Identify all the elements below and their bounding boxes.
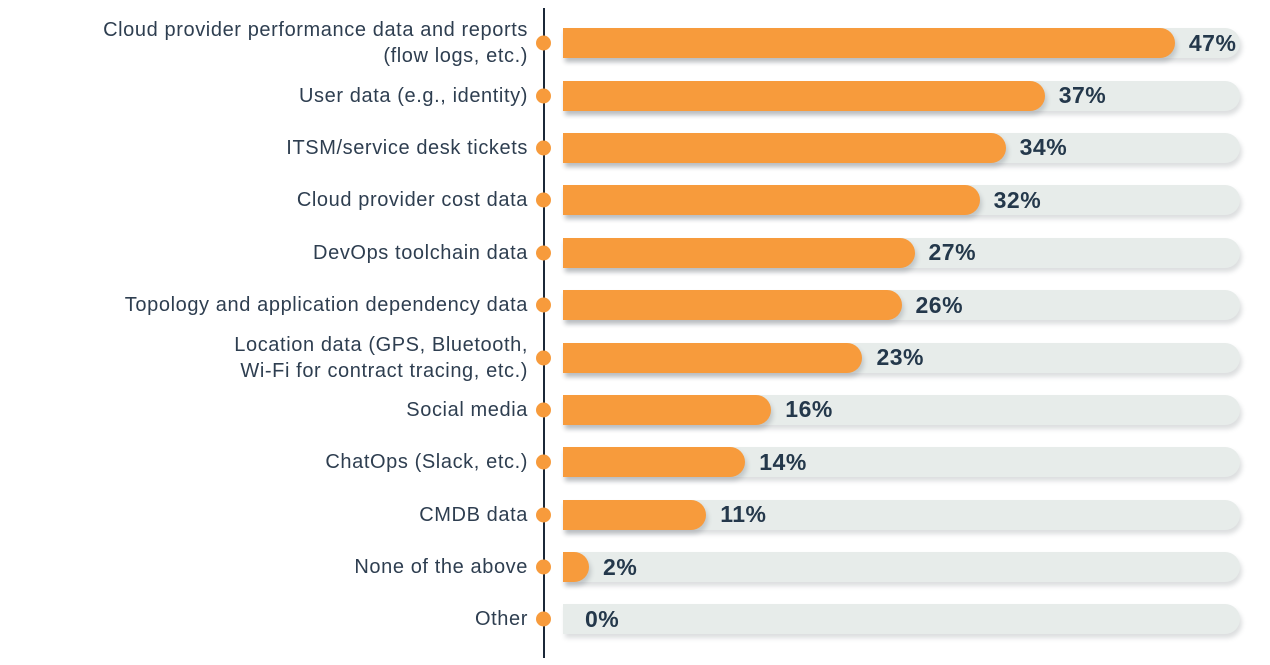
bar-track: [563, 552, 1240, 583]
bar-fill: [563, 28, 1175, 59]
axis-dot-icon: [536, 245, 551, 261]
chart-row: Topology and application dependency data…: [0, 279, 1270, 331]
value-label: 23%: [876, 344, 924, 371]
chart-row: CMDB data 11%: [0, 489, 1270, 541]
bar-area: 37%: [563, 80, 1240, 111]
bar-fill: [563, 499, 707, 530]
category-label: Location data (GPS, Bluetooth, Wi-Fi for…: [234, 333, 528, 382]
chart-row: Social media 16%: [0, 384, 1270, 436]
bar-flex: 14%: [563, 447, 1240, 478]
bar-fill: [563, 237, 915, 268]
bar-fill: [563, 290, 902, 321]
axis-dot-icon: [536, 35, 551, 51]
axis-dot-icon: [536, 402, 551, 418]
category-label: DevOps toolchain data: [313, 241, 528, 264]
bar-area: 14%: [563, 447, 1240, 478]
bar-flex: 11%: [563, 499, 1240, 530]
bar-fill: [563, 447, 746, 478]
chart-rows: Cloud provider performance data and repo…: [0, 17, 1270, 646]
category-label: ITSM/service desk tickets: [286, 136, 528, 159]
axis-dot-icon: [536, 297, 551, 313]
bar-fill: [563, 342, 863, 373]
value-label: 47%: [1188, 29, 1237, 56]
bar-flex: 34%: [563, 132, 1240, 163]
chart-row: Cloud provider cost data 32%: [0, 174, 1270, 226]
category-label: Cloud provider cost data: [296, 189, 528, 212]
axis-dot-icon: [536, 611, 551, 627]
bar-flex: 0%: [563, 604, 1240, 634]
bar-fill: [563, 394, 772, 425]
axis-dot-icon: [536, 88, 551, 104]
value-label: 26%: [915, 291, 964, 318]
bar-area: 11%: [563, 499, 1240, 530]
bar-area: 32%: [563, 185, 1240, 216]
bar-track: [563, 604, 1240, 635]
chart-row: Cloud provider performance data and repo…: [0, 17, 1270, 69]
category-label: ChatOps (Slack, etc.): [325, 451, 528, 474]
chart-row: Other 0%: [0, 593, 1270, 645]
chart-row: DevOps toolchain data 27%: [0, 227, 1270, 279]
bar-flex: 16%: [563, 394, 1240, 425]
value-label: 37%: [1058, 82, 1107, 109]
category-label: User data (e.g., identity): [298, 84, 528, 107]
value-label: 0%: [585, 605, 620, 632]
bar-flex: 26%: [563, 290, 1240, 321]
bar-fill: [563, 185, 980, 216]
bar-area: 34%: [563, 132, 1240, 163]
chart-row: ITSM/service desk tickets 34%: [0, 122, 1270, 174]
category-label: CMDB data: [419, 503, 528, 526]
bar-fill: [563, 552, 590, 583]
chart-row: User data (e.g., identity) 37%: [0, 69, 1270, 121]
chart-row: Location data (GPS, Bluetooth, Wi-Fi for…: [0, 331, 1270, 383]
axis-dot-icon: [536, 559, 551, 575]
bar-area: 47%: [563, 28, 1240, 59]
category-label: Topology and application dependency data: [124, 294, 528, 317]
bar-fill: [563, 80, 1045, 111]
bar-area: 27%: [563, 237, 1240, 268]
value-label: 2%: [603, 553, 638, 580]
bar-area: 0%: [563, 604, 1240, 635]
bar-area: 16%: [563, 394, 1240, 425]
bar-flex: 2%: [563, 552, 1240, 583]
axis-dot-icon: [536, 192, 551, 208]
axis-dot-icon: [536, 350, 551, 366]
bar-flex: 27%: [563, 237, 1240, 268]
chart-row: None of the above 2%: [0, 541, 1270, 593]
value-label: 11%: [720, 501, 767, 528]
bar-flex: 23%: [563, 342, 1240, 373]
category-label: Social media: [406, 398, 528, 421]
value-label: 34%: [1019, 134, 1068, 161]
bar-area: 2%: [563, 552, 1240, 583]
axis-dot-icon: [536, 140, 551, 156]
axis-dot-icon: [536, 507, 551, 523]
value-label: 14%: [759, 448, 807, 475]
bar-area: 26%: [563, 290, 1240, 321]
bar-area: 23%: [563, 342, 1240, 373]
bar-flex: 32%: [563, 185, 1240, 216]
value-label: 27%: [928, 239, 977, 266]
category-label: Cloud provider performance data and repo…: [103, 19, 528, 68]
axis-dot-icon: [536, 454, 551, 470]
bar-flex: 37%: [563, 80, 1240, 111]
value-label: 16%: [785, 396, 833, 423]
baseline-axis: [543, 8, 545, 658]
category-label: Other: [474, 608, 528, 631]
chart-row: ChatOps (Slack, etc.) 14%: [0, 436, 1270, 488]
bar-fill: [563, 132, 1006, 163]
value-label: 32%: [993, 186, 1042, 213]
bar-flex: 47%: [563, 28, 1240, 59]
category-label: None of the above: [354, 556, 528, 579]
